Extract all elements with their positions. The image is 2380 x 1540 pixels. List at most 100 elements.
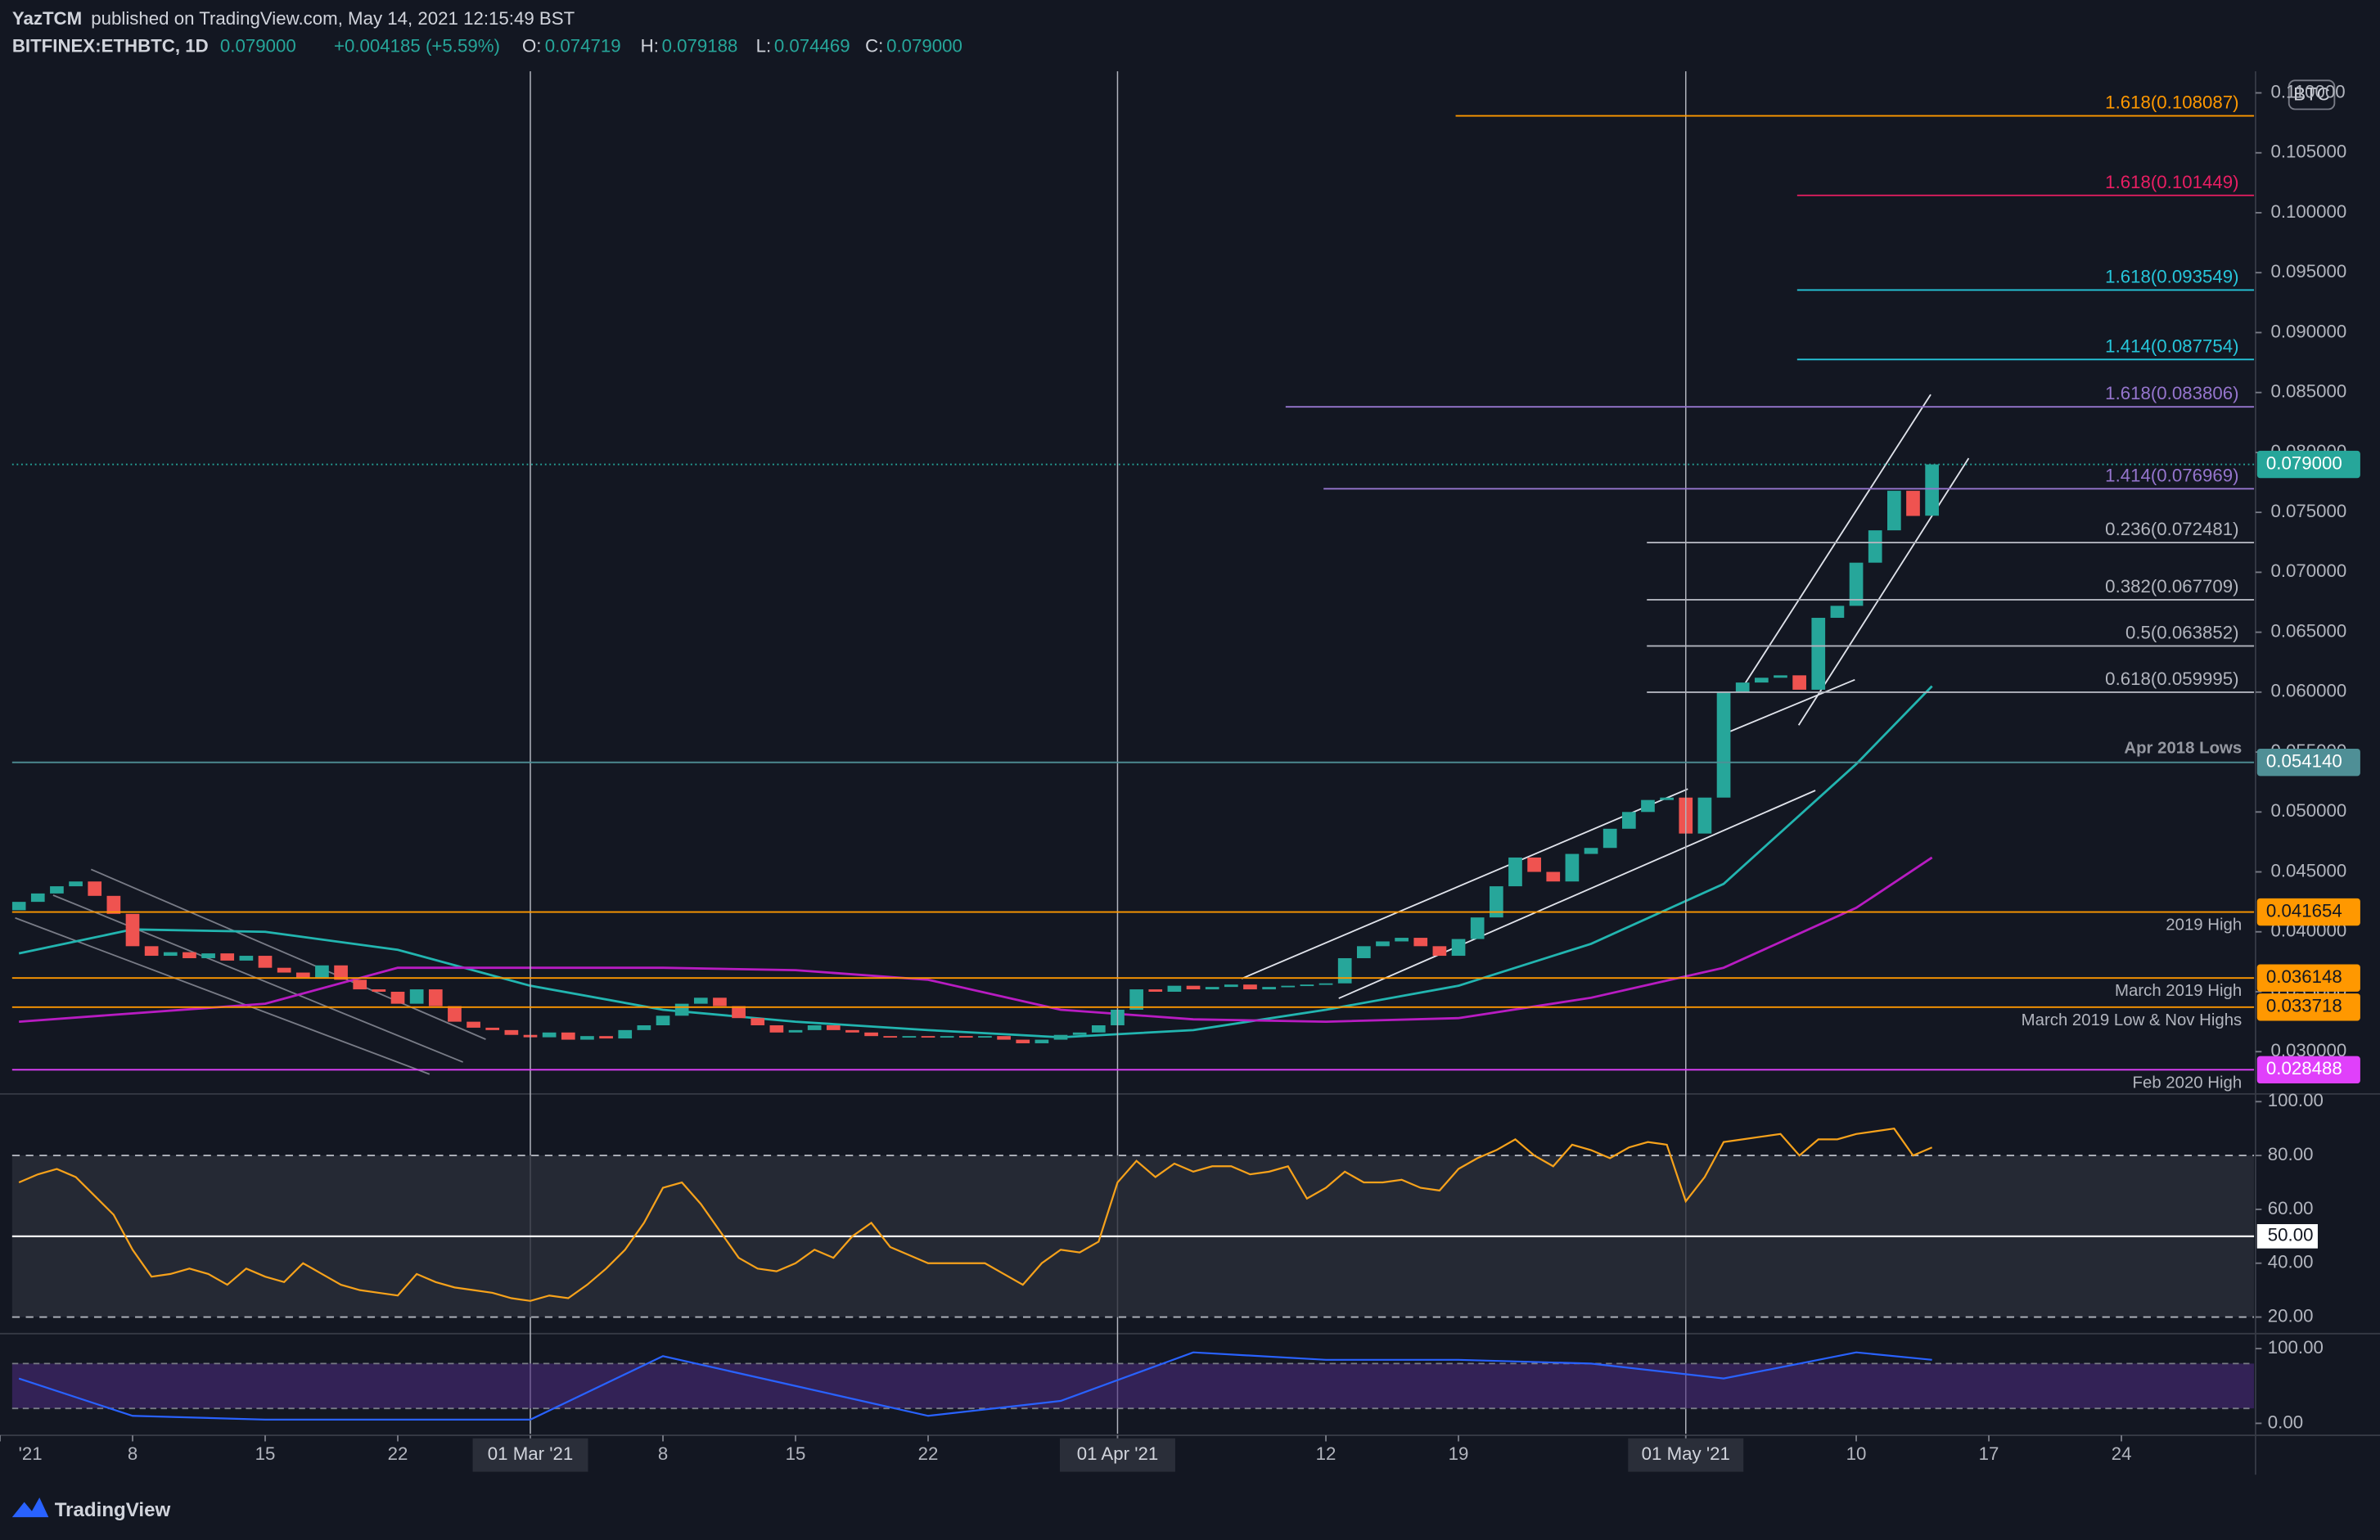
candle — [1925, 464, 1939, 516]
level-tag-label: 0.033718 — [2266, 996, 2342, 1016]
price-pane — [11, 394, 1970, 1075]
level-tag — [2256, 748, 2360, 777]
trendline — [1241, 788, 1688, 979]
level-tag — [2256, 1056, 2360, 1084]
candle — [693, 997, 708, 1004]
level-tag — [2256, 993, 2360, 1021]
fib-label: 0.382(0.067709) — [2105, 576, 2238, 597]
candle — [1167, 985, 1182, 992]
candle — [485, 1027, 500, 1030]
fib-label: 0.5(0.063852) — [2125, 622, 2239, 642]
candle — [1774, 675, 1787, 678]
candle — [258, 956, 273, 968]
level-name: Feb 2020 High — [2133, 1074, 2243, 1092]
x-tick-box — [1628, 1438, 1744, 1472]
high-label: H: — [641, 35, 659, 56]
candle — [618, 1029, 633, 1039]
x-tick-label: 01 May '21 — [1642, 1443, 1730, 1464]
change: +0.004185 (+5.59%) — [334, 35, 500, 56]
fib-label: 1.618(0.093549) — [2105, 267, 2238, 287]
candle — [561, 1032, 575, 1040]
candle — [826, 1024, 841, 1030]
low-label: L: — [756, 35, 772, 56]
x-tick-label: 15 — [255, 1443, 276, 1464]
candle — [1546, 871, 1561, 882]
candle — [409, 989, 424, 1004]
x-tick-label: 24 — [2112, 1443, 2132, 1464]
level-name: March 2019 High — [2115, 982, 2242, 1000]
low: 0.074469 — [774, 35, 850, 56]
candle — [1735, 682, 1750, 692]
y-tick-label: 0.045000 — [2270, 860, 2346, 880]
fib-label: 1.414(0.087754) — [2105, 335, 2238, 356]
rsi-tick-label: 50.00 — [2268, 1225, 2314, 1245]
candle — [1792, 675, 1806, 690]
candle — [1830, 606, 1845, 619]
candle — [542, 1032, 557, 1038]
candle — [1451, 939, 1466, 957]
close-label: C: — [865, 35, 883, 56]
candle — [30, 893, 45, 903]
open: 0.074719 — [545, 35, 621, 56]
level-tag-label: 0.041654 — [2266, 900, 2342, 921]
candle — [106, 895, 121, 914]
candle — [1621, 812, 1636, 829]
candle — [315, 965, 329, 978]
candle — [50, 886, 64, 894]
candle — [1660, 797, 1674, 800]
level-tag-label: 0.054140 — [2266, 751, 2342, 772]
x-tick-label: 12 — [1316, 1443, 1336, 1464]
y-tick-label: 0.100000 — [2270, 201, 2346, 222]
candle — [1641, 799, 1655, 813]
candle — [1811, 618, 1826, 690]
candle — [1470, 917, 1485, 939]
rsi-tick-label: 80.00 — [2268, 1144, 2314, 1164]
candle — [1376, 941, 1390, 947]
candle — [1337, 957, 1352, 984]
candle — [1053, 1034, 1068, 1040]
trendline — [90, 868, 486, 1040]
trendline — [15, 916, 430, 1075]
open-label: O: — [522, 35, 542, 56]
candle — [978, 1036, 992, 1038]
candle — [674, 1003, 689, 1016]
x-tick-label: 19 — [1449, 1443, 1469, 1464]
candle — [1906, 490, 1920, 516]
rsi-tick-label: 60.00 — [2268, 1198, 2314, 1218]
y-tick-label: 0.075000 — [2270, 501, 2346, 521]
level-name: Apr 2018 Lows — [2124, 739, 2242, 757]
fib-label: 1.618(0.101449) — [2105, 172, 2238, 192]
candle — [448, 1006, 462, 1022]
x-tick-label: 01 Mar '21 — [488, 1443, 573, 1464]
candle — [1224, 984, 1238, 988]
candle — [713, 997, 727, 1006]
x-tick-label: 15 — [786, 1443, 806, 1464]
brand-logo — [11, 1497, 49, 1518]
y-tick-label: 0.070000 — [2270, 561, 2346, 581]
currency: BTC — [2293, 84, 2330, 105]
stoch-tick-label: 100.00 — [2268, 1337, 2324, 1358]
last-price: 0.079000 — [220, 35, 296, 56]
fib-label: 0.236(0.072481) — [2105, 519, 2238, 539]
y-tick-label: 0.110000 — [2270, 81, 2345, 101]
candle — [88, 881, 102, 896]
stoch-tick-label: 0.00 — [2268, 1412, 2303, 1432]
candle — [1072, 1032, 1087, 1035]
candle — [1716, 691, 1731, 798]
candle — [183, 952, 196, 958]
rsi-line — [18, 1128, 1933, 1302]
rsi-mid-tag — [2256, 1223, 2318, 1249]
candle — [504, 1029, 519, 1035]
candle — [599, 1036, 613, 1039]
candle — [732, 1006, 746, 1019]
candle — [1262, 987, 1276, 990]
rsi-tick-label: 40.00 — [2268, 1252, 2314, 1272]
y-tick-label: 0.060000 — [2270, 681, 2346, 701]
y-tick-label: 0.085000 — [2270, 381, 2346, 402]
candle — [958, 1036, 973, 1038]
candle — [1565, 853, 1580, 882]
candle — [1432, 946, 1447, 957]
candle — [334, 965, 348, 980]
currency-badge[interactable] — [2288, 79, 2336, 110]
